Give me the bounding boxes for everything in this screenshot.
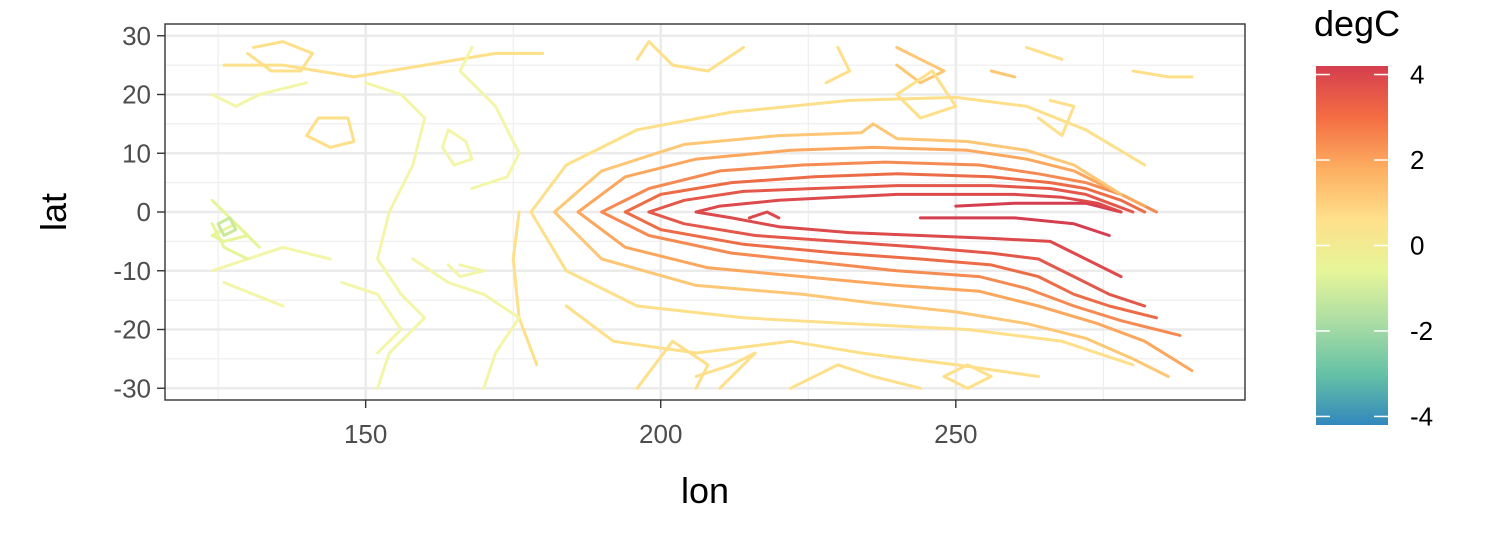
x-tick-label: 200: [639, 419, 682, 449]
contour-line: [694, 192, 1123, 214]
contour-line: [623, 210, 1158, 320]
contour-line: [694, 351, 757, 390]
legend-title: degC: [1314, 3, 1400, 44]
y-tick-label: -30: [113, 373, 151, 403]
contour-line: [564, 304, 1040, 378]
colorbar-tick-label: -2: [1410, 316, 1433, 346]
contour-line: [553, 210, 1170, 378]
contour-line: [446, 263, 486, 279]
colorbar-tick-label: 0: [1410, 231, 1424, 261]
contour-line: [576, 210, 1194, 373]
contour-line: [440, 128, 474, 167]
x-tick-label: 250: [934, 419, 977, 449]
x-axis-title: lon: [681, 470, 729, 511]
axes: 150 200 250 -30 -20 -10 0 10 20 30: [113, 21, 977, 449]
contour-line: [989, 69, 1017, 79]
contour-line: [647, 184, 1135, 214]
contour-line: [895, 69, 958, 120]
contour-line: [635, 40, 745, 73]
colorbar-tick-label: 4: [1410, 60, 1424, 90]
contour-line: [246, 40, 314, 73]
contour-line: [1131, 69, 1194, 79]
contour-line: [623, 172, 1147, 214]
contour-line: [600, 160, 1158, 214]
contour-line: [305, 116, 356, 149]
contour-line: [216, 216, 238, 237]
y-tick-label: 0: [137, 197, 151, 227]
contour-line: [954, 201, 1123, 214]
contour-line: [210, 222, 250, 261]
colorbar-legend: degC 4 2 0 -2 -4: [1314, 3, 1433, 431]
y-tick-label: -10: [113, 256, 151, 286]
contour-line: [824, 46, 852, 85]
contour-line: [553, 122, 1123, 214]
contour-line: [210, 81, 309, 108]
colorbar-tick-label: 2: [1410, 145, 1424, 175]
contour-line: [210, 245, 332, 273]
grid-lines: [165, 24, 1245, 400]
colorbar-tick-label: -4: [1410, 401, 1433, 431]
contour-lines: [210, 40, 1194, 390]
contour-line: [647, 210, 1147, 308]
contour-line: [529, 210, 1135, 367]
contour-line: [411, 257, 521, 390]
y-tick-label: 10: [122, 138, 151, 168]
contour-line: [364, 81, 427, 390]
contour-line: [576, 145, 1147, 214]
contour-line: [340, 281, 403, 355]
contour-line: [747, 210, 781, 220]
y-tick-label: 20: [122, 80, 151, 110]
contour-line: [600, 210, 1182, 337]
y-axis-title: lat: [33, 193, 74, 231]
contour-line: [210, 198, 261, 249]
contour-line: [222, 51, 545, 79]
contour-line: [942, 363, 993, 390]
contour-line: [635, 339, 710, 390]
y-tick-label: -20: [113, 315, 151, 345]
contour-line: [1036, 98, 1076, 138]
x-tick-label: 150: [344, 419, 387, 449]
contour-line: [458, 46, 521, 190]
contour-line: [918, 216, 1111, 237]
contour-line: [694, 210, 1123, 279]
colorbar-ticks: 4 2 0 -2 -4: [1316, 60, 1433, 431]
contour-line: [895, 46, 946, 85]
contour-line: [222, 281, 285, 308]
contour-line: [1025, 46, 1064, 61]
y-tick-label: 30: [122, 21, 151, 51]
contour-line: [511, 210, 539, 367]
contour-line: [789, 363, 922, 390]
